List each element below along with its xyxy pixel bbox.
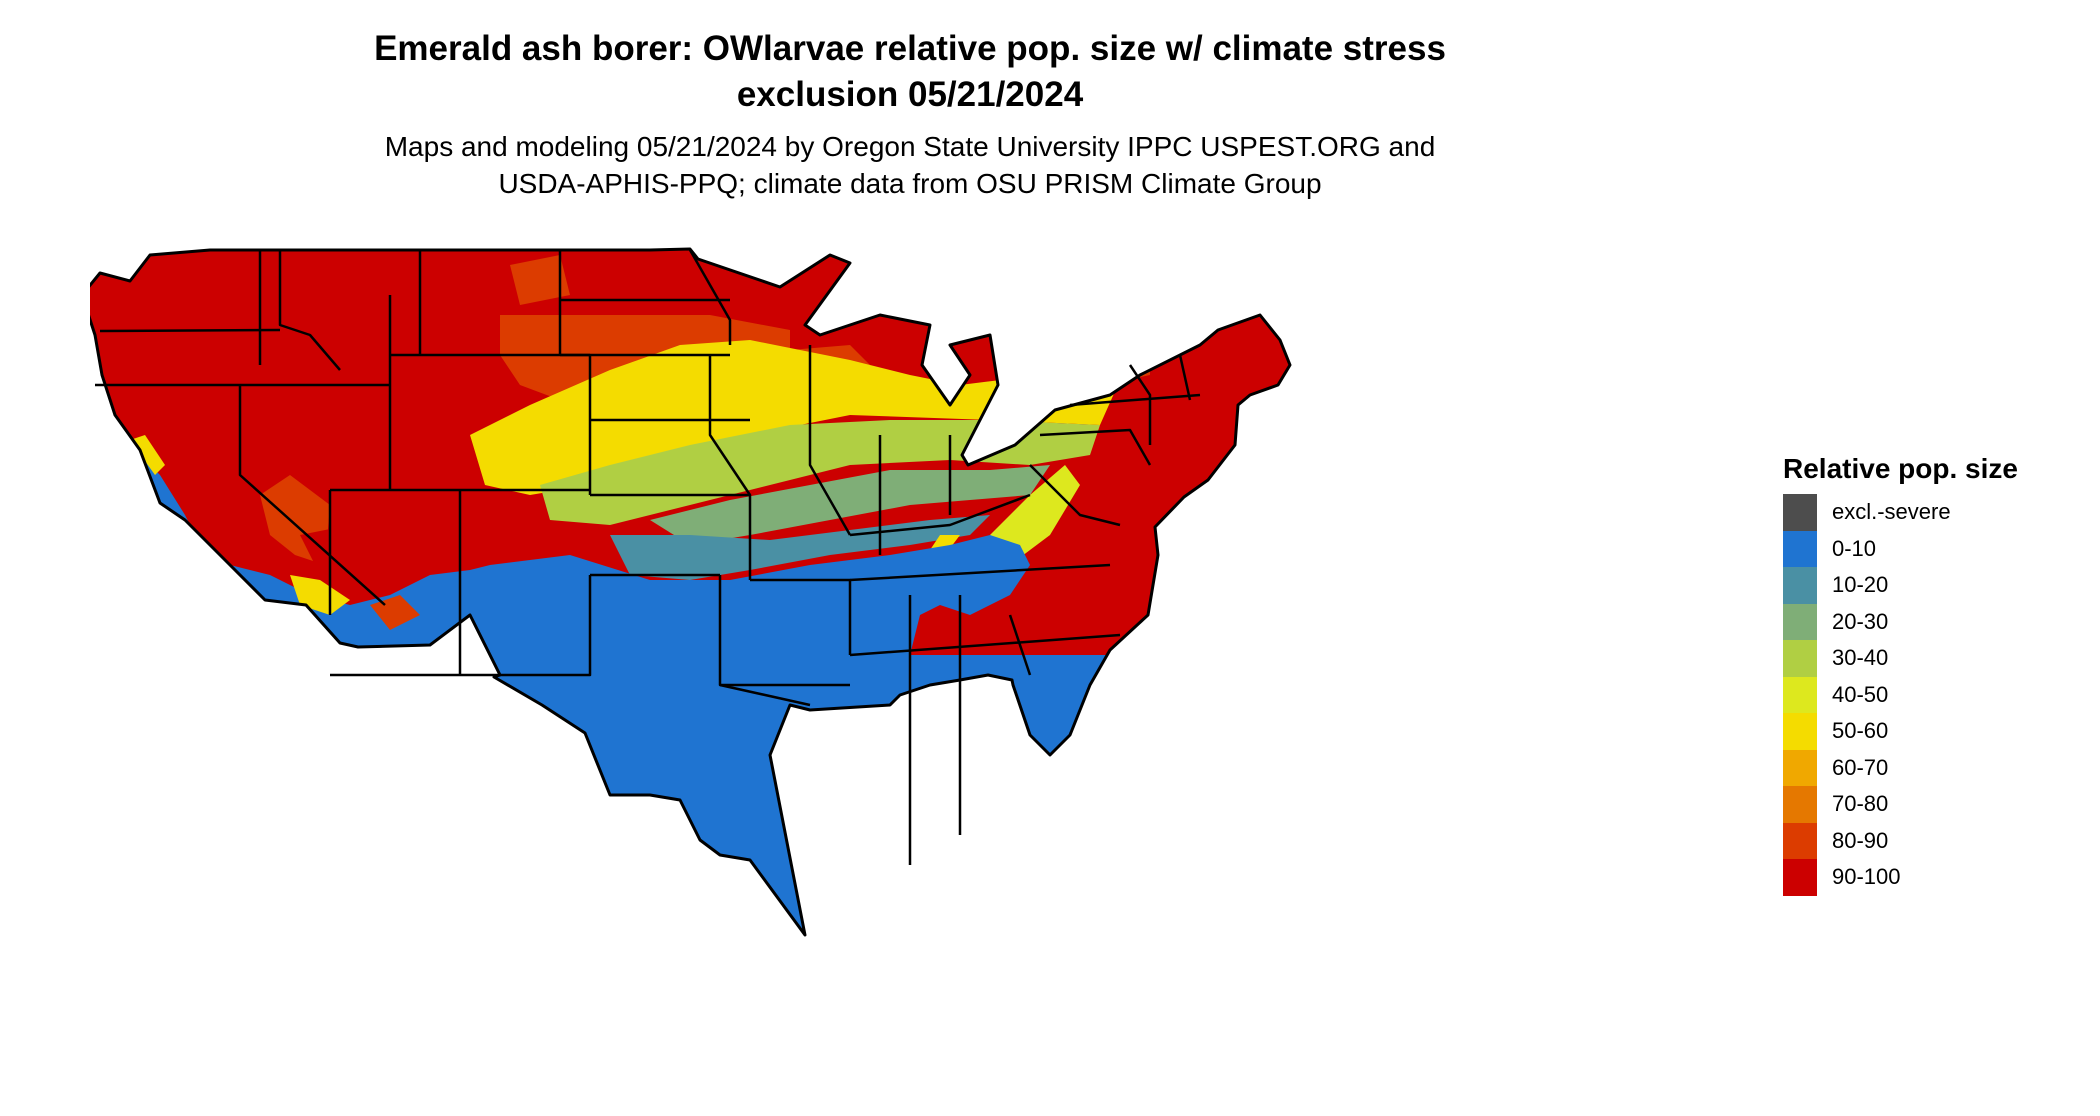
map-title: Emerald ash borer: OWlarvae relative pop… xyxy=(250,26,1570,118)
legend-item: 90-100 xyxy=(1783,859,2083,896)
legend-item: 40-50 xyxy=(1783,676,2083,713)
title-line-2: exclusion 05/21/2024 xyxy=(736,75,1084,114)
legend-title: Relative pop. size xyxy=(1783,453,2018,484)
legend-label: excl.-severe xyxy=(1832,499,1951,525)
legend-item: excl.-severe xyxy=(1783,494,2083,531)
state-borders xyxy=(95,249,1201,865)
legend-item: 0-10 xyxy=(1783,530,2083,567)
legend-swatch xyxy=(1783,640,1817,677)
legend-item: 50-60 xyxy=(1783,713,2083,750)
legend-swatch xyxy=(1783,567,1817,604)
legend-items: excl.-severe 0-10 10-20 20-30 30-40 40-50 50-6… xyxy=(1783,494,2083,896)
legend-swatch xyxy=(1783,676,1817,713)
legend-swatch xyxy=(1783,494,1817,531)
legend-item: 80-90 xyxy=(1783,822,2083,859)
legend-swatch xyxy=(1783,713,1817,750)
legend-item: 60-70 xyxy=(1783,749,2083,786)
subtitle-line-1: Maps and modeling 05/21/2024 by Oregon S… xyxy=(384,131,1436,162)
legend-label: 20-30 xyxy=(1832,608,1889,634)
legend-swatch xyxy=(1783,786,1817,823)
legend-label: 30-40 xyxy=(1832,645,1889,671)
legend-item: 30-40 xyxy=(1783,640,2083,677)
legend-label: 10-20 xyxy=(1832,572,1889,598)
legend: Relative pop. size excl.-severe 0-10 10-20… xyxy=(1783,452,2083,896)
legend-swatch xyxy=(1783,822,1817,859)
legend-label: 40-50 xyxy=(1832,681,1889,707)
legend-swatch xyxy=(1783,749,1817,786)
title-line-1: Emerald ash borer: OWlarvae relative pop… xyxy=(374,29,1446,68)
legend-item: 20-30 xyxy=(1783,603,2083,640)
legend-label: 80-90 xyxy=(1832,827,1889,853)
legend-label: 70-80 xyxy=(1832,791,1889,817)
legend-label: 50-60 xyxy=(1832,718,1889,744)
legend-swatch xyxy=(1783,603,1817,640)
legend-item: 70-80 xyxy=(1783,786,2083,823)
legend-item: 10-20 xyxy=(1783,567,2083,604)
legend-label: 0-10 xyxy=(1832,535,1877,561)
map-subtitle: Maps and modeling 05/21/2024 by Oregon S… xyxy=(250,128,1570,202)
subtitle-line-2: USDA-APHIS-PPQ; climate data from OSU PR… xyxy=(498,168,1322,199)
us-population-map xyxy=(90,247,1292,937)
legend-swatch xyxy=(1783,530,1817,567)
legend-swatch xyxy=(1783,859,1817,896)
legend-label: 90-100 xyxy=(1832,864,1901,890)
legend-label: 60-70 xyxy=(1832,754,1889,780)
